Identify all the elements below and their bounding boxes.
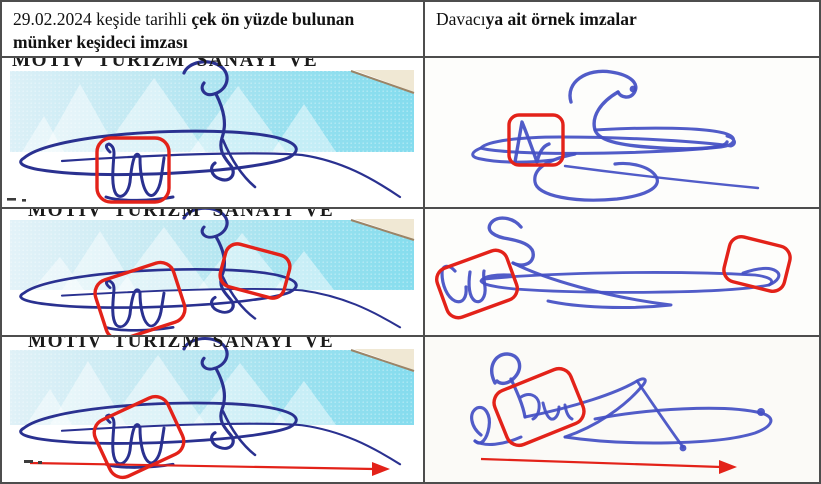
stroke-direction-arrow <box>29 461 390 476</box>
check-overprint-text: MOTİV TURİZM SANAYİ VE <box>12 58 319 71</box>
header-left-regular-text: 29.02.2024 keşide tarihli <box>13 9 192 29</box>
specimen-signature-1 <box>471 69 760 202</box>
highlight-box <box>435 248 519 320</box>
header-disputed-signature: 29.02.2024 keşide tarihli çek ön yüzde b… <box>2 2 425 58</box>
specimen-signature-cell-3 <box>425 337 819 482</box>
highlight-box <box>218 242 292 300</box>
specimen-signature-2 <box>435 216 792 320</box>
specimen-signature-3 <box>470 352 773 474</box>
specimen-signature-cell-2 <box>425 209 819 337</box>
disputed-check-graphic-3 <box>10 337 415 480</box>
highlight-box <box>93 260 187 335</box>
highlight-box <box>95 136 171 204</box>
disputed-check-image-1: MOTİV TURİZM SANAYİ VE <box>2 58 425 209</box>
highlight-box <box>507 113 565 167</box>
header-left-bold-text: çek ön yüzde bulunan münker keşideci imz… <box>13 9 355 53</box>
disputed-check-graphic-1 <box>7 60 415 204</box>
specimen-signature-strokes <box>440 216 781 310</box>
check-background <box>10 219 415 290</box>
specimen-signature-strokes <box>470 352 773 452</box>
specimen-signature-cell-1 <box>425 58 819 209</box>
scan-artifact-marks <box>24 460 42 464</box>
disputed-check-image-3: MOTİV TURİZM SANAYİ VE <box>2 337 425 482</box>
disputed-check-image-2: MOTİV TURİZM SANAYİ VE <box>2 209 425 337</box>
header-right-bold-text: ya ait örnek imzalar <box>485 9 637 29</box>
header-right-regular-text: Davacı <box>436 9 486 29</box>
check-background <box>10 70 415 152</box>
highlight-box <box>492 366 586 448</box>
specimen-signature-strokes <box>471 69 760 202</box>
check-overprint-text: MOTİV TURİZM SANAYİ VE <box>28 209 335 221</box>
header-specimen-signatures: Davacıya ait örnek imzalar <box>425 2 819 58</box>
highlight-box <box>722 235 792 293</box>
check-overprint-text: MOTİV TURİZM SANAYİ VE <box>28 337 335 351</box>
disputed-check-graphic-2 <box>10 209 415 335</box>
scan-artifact-marks <box>7 198 26 202</box>
stroke-direction-arrow <box>480 457 737 474</box>
